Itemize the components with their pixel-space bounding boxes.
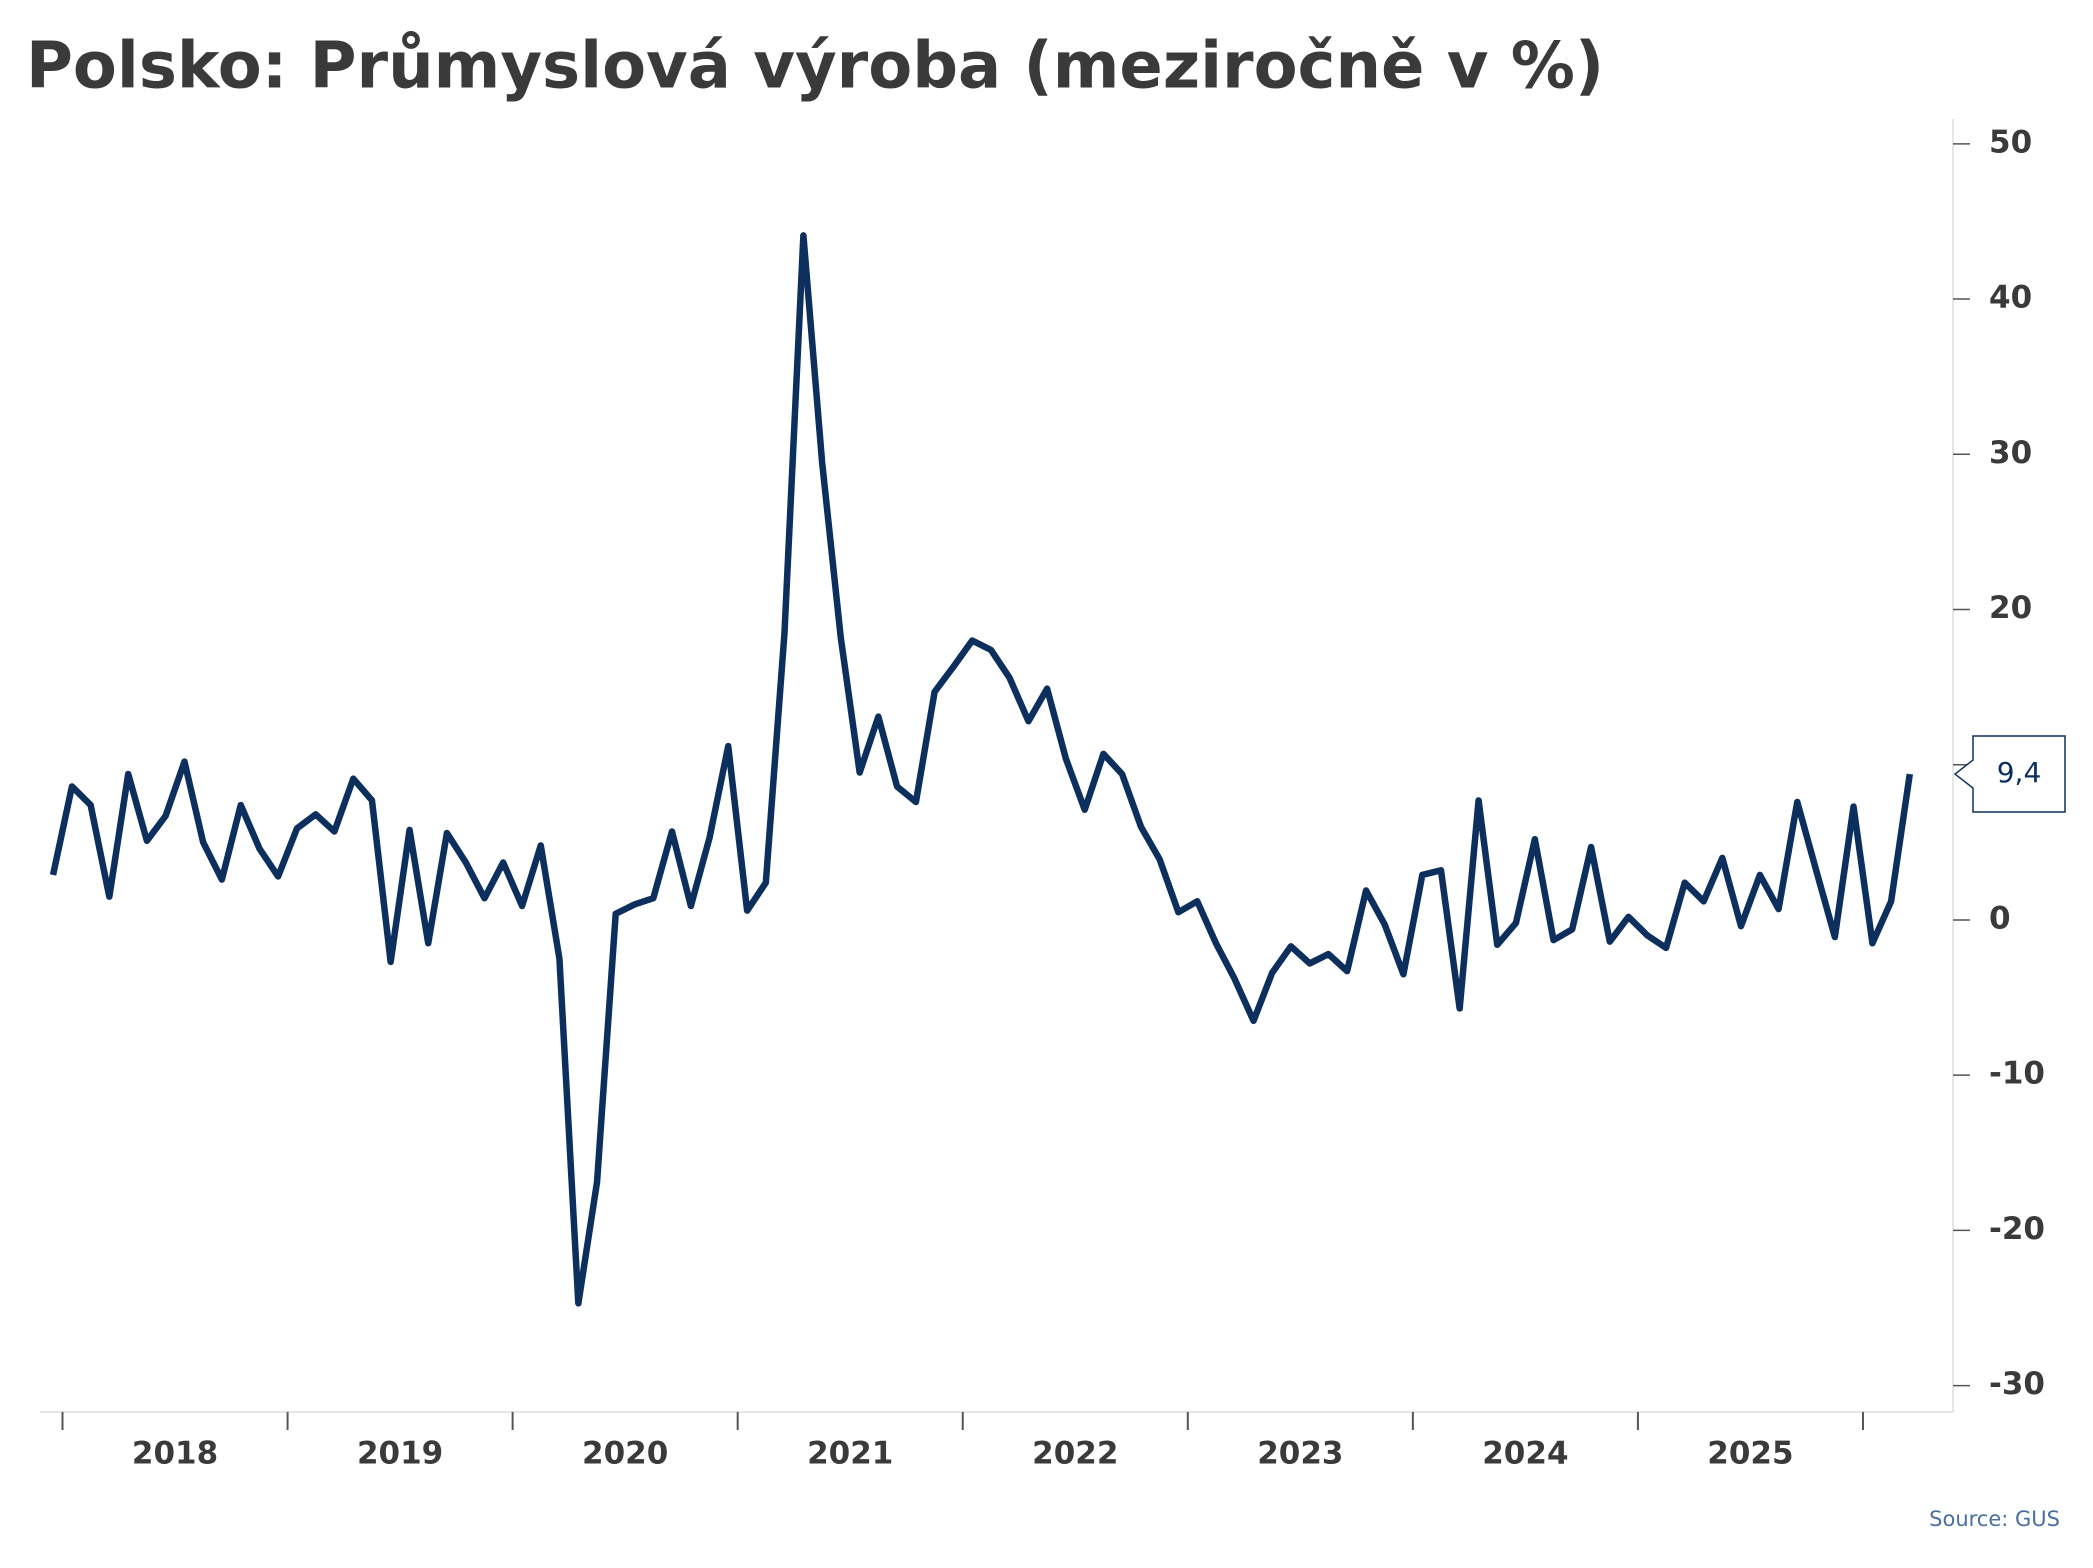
x-tick-label: 2021 [807, 1436, 893, 1472]
y-tick-label: 40 [1989, 280, 2032, 316]
line [49, 232, 1914, 1307]
y-tick-label: -20 [1989, 1211, 2045, 1247]
chart-title: Polsko: Průmyslová výroba (meziročně v %… [26, 30, 1604, 104]
x-tick-label: 2022 [1032, 1436, 1118, 1472]
y-tick-label: 20 [1989, 590, 2032, 626]
x-tick-label: 2018 [132, 1436, 218, 1472]
source: Source: GUS [1929, 1507, 2060, 1531]
x-tick-label: 2024 [1482, 1436, 1568, 1472]
y-tick-label: 0 [1989, 900, 2011, 936]
x-tick-label: 2023 [1257, 1436, 1343, 1472]
y-tick-label: -10 [1989, 1056, 2045, 1092]
label-box [1953, 735, 2066, 813]
y-tick-label: -30 [1989, 1366, 2045, 1402]
y-tick-label: 30 [1989, 435, 2032, 471]
value-label: 9,4 [1997, 756, 2042, 789]
x-tick-label: 2020 [582, 1436, 668, 1472]
x-tick-label: 2025 [1707, 1436, 1793, 1472]
y-tick-label: 50 [1989, 124, 2032, 160]
x-tick-label: 2019 [357, 1436, 443, 1472]
